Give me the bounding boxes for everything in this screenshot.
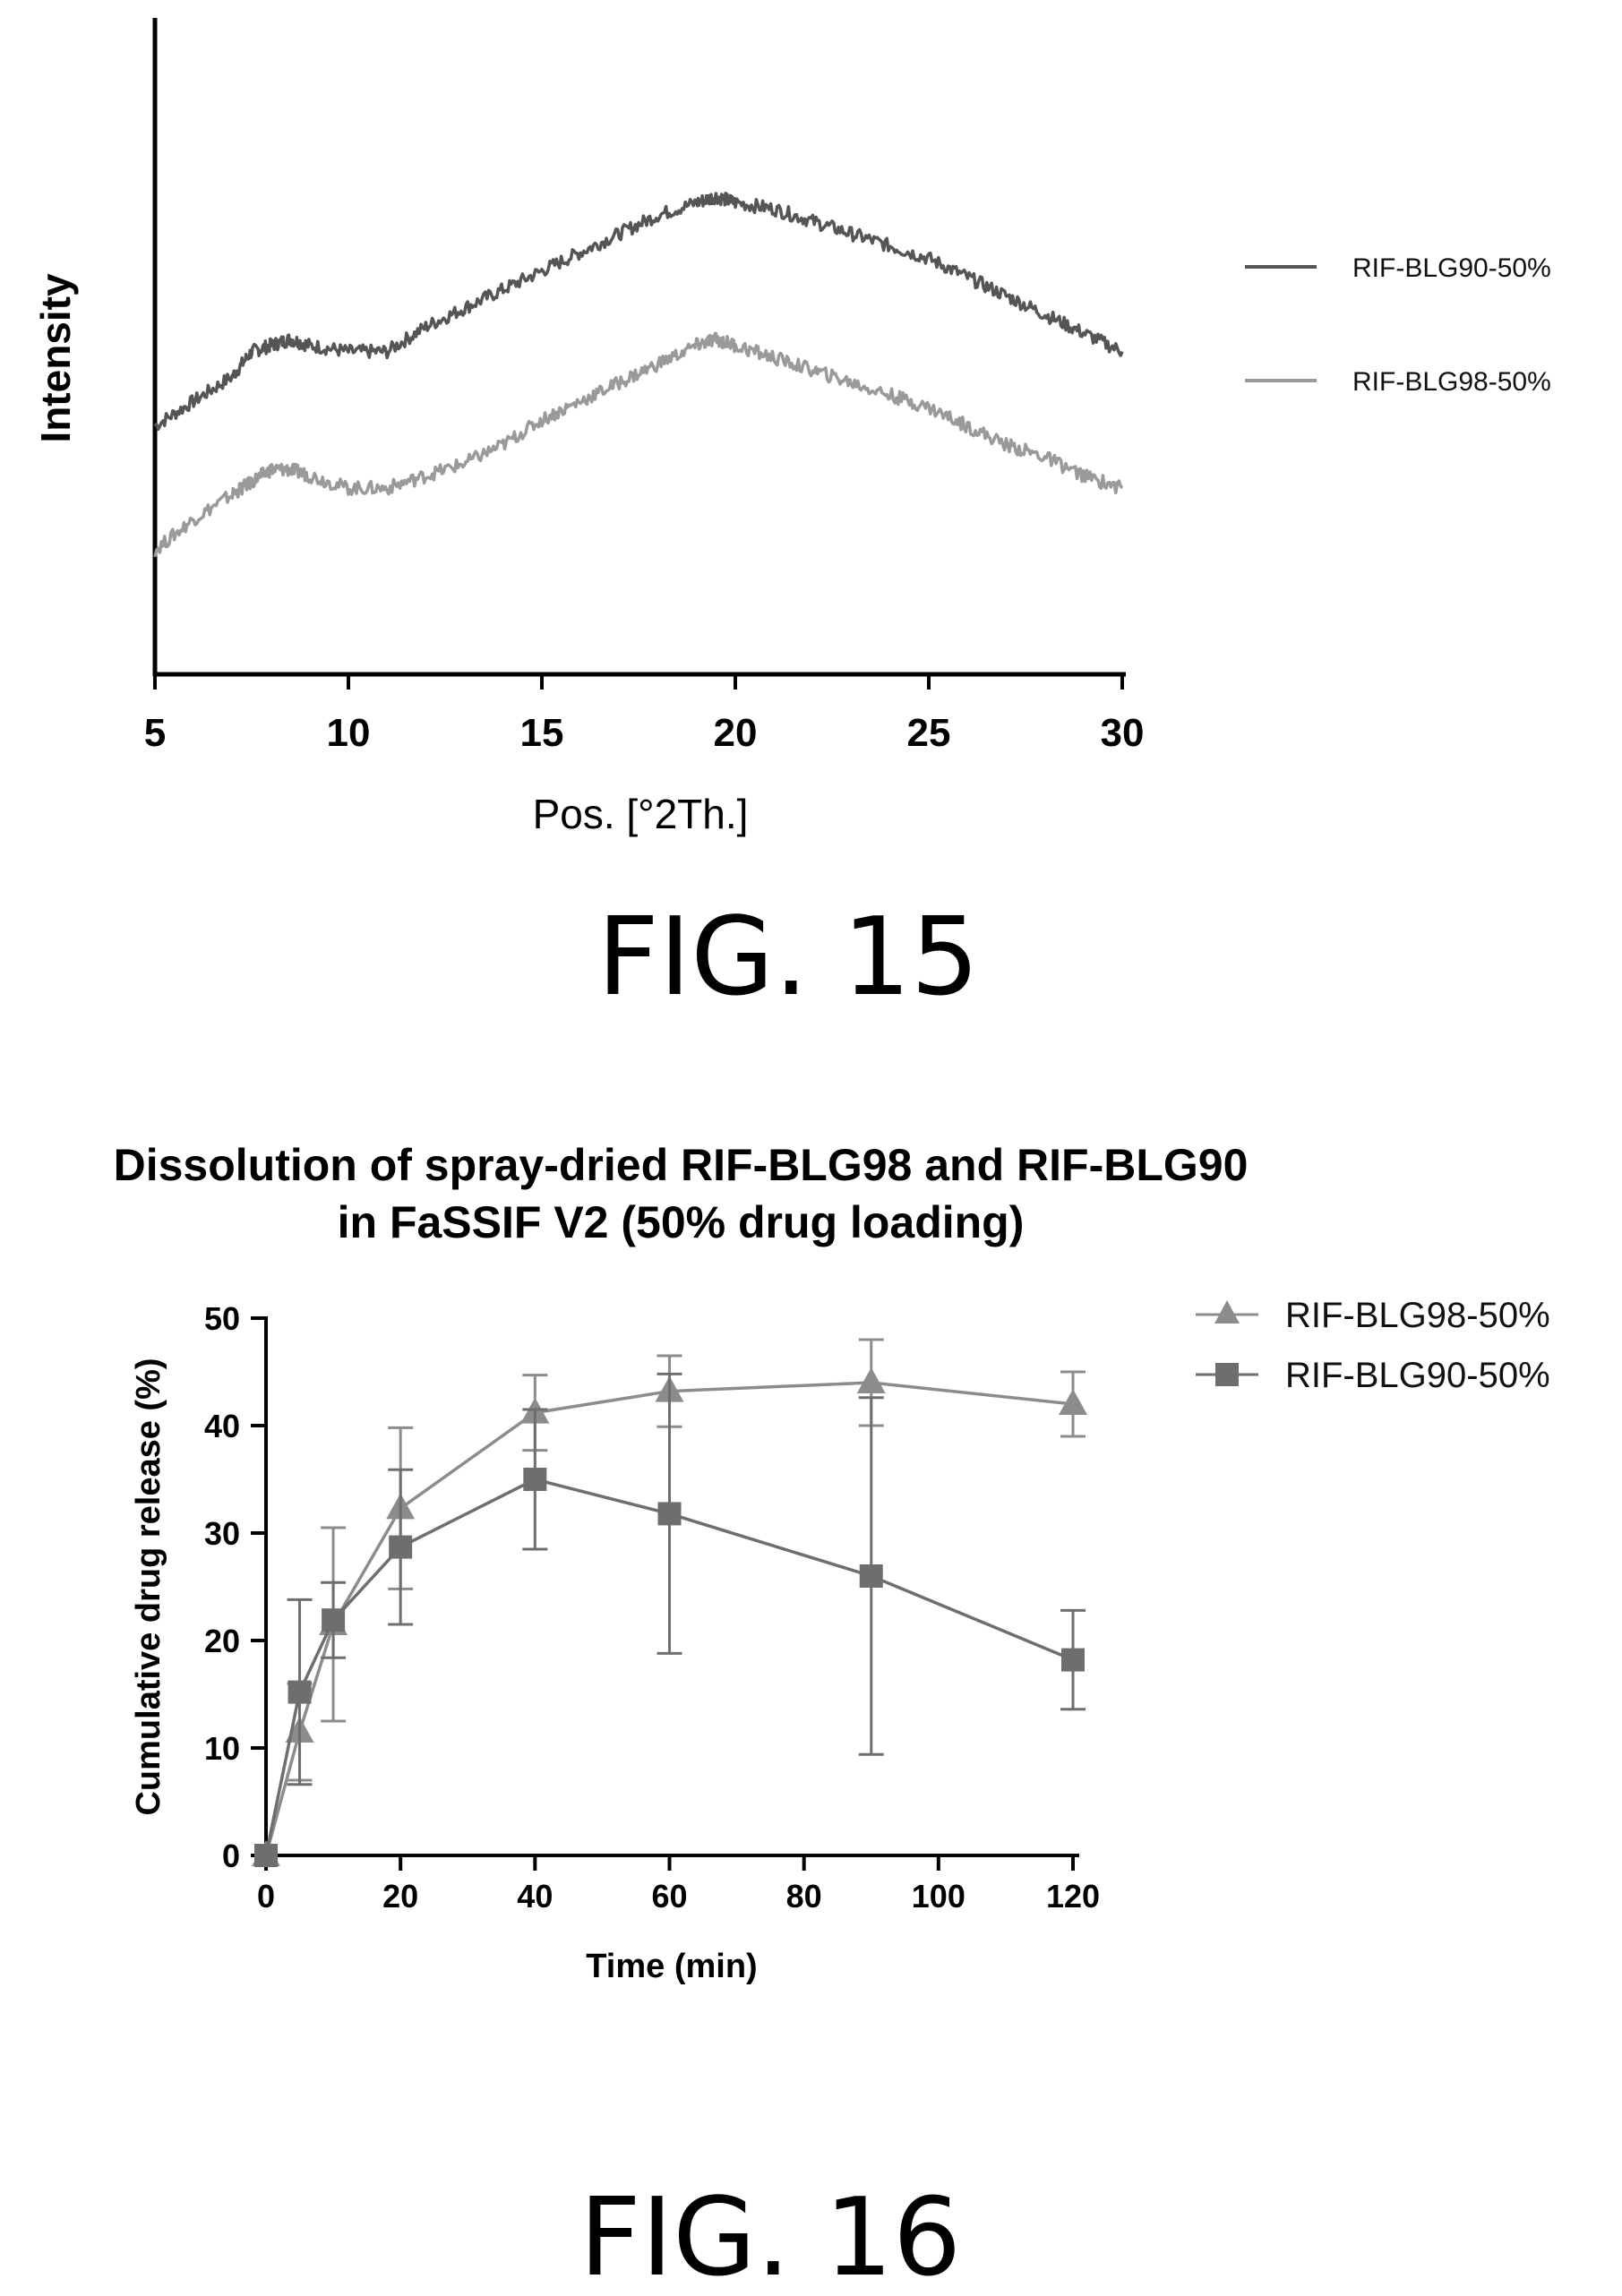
- fig16-point-blg90: [1061, 1648, 1085, 1672]
- fig16-y-tick-label: 10: [204, 1730, 240, 1767]
- fig16-legend-label-98: RIF-BLG98-50%: [1285, 1296, 1550, 1335]
- fig15-legend-label-90: RIF-BLG90-50%: [1352, 253, 1551, 283]
- fig15-x-ticks: 5 10 15 20 25 30: [144, 674, 1145, 755]
- fig16-chart: Dissolution of spray-dried RIF-BLG98 and…: [114, 1140, 1550, 1985]
- fig16-y-tick-label: 40: [204, 1408, 240, 1444]
- fig16-y-tick-label: 20: [204, 1623, 240, 1659]
- fig16-title-line1: Dissolution of spray-dried RIF-BLG98 and…: [114, 1140, 1249, 1190]
- fig16-y-ticks: 0 10 20 30 40 50: [204, 1300, 266, 1874]
- fig15-x-tick-label: 15: [520, 711, 564, 755]
- fig16-point-blg90: [322, 1608, 346, 1632]
- fig16-point-blg90: [859, 1564, 883, 1588]
- fig16-series-line-blg98: [264, 1381, 1074, 1856]
- fig16-legend-marker-90: [1215, 1363, 1239, 1386]
- fig16-x-tick-label: 80: [786, 1878, 822, 1915]
- fig15-label: FIG. 15: [597, 895, 979, 1020]
- fig16-x-tick-label: 0: [257, 1878, 275, 1915]
- fig16-x-axis-label: Time (min): [586, 1948, 757, 1985]
- fig15-series-line-blg98: [153, 331, 1124, 558]
- fig15-x-tick-label: 30: [1101, 711, 1145, 755]
- fig16-point-blg98: [856, 1367, 886, 1393]
- fig16-x-tick-label: 40: [517, 1878, 553, 1915]
- fig15-x-tick-label: 10: [327, 711, 371, 755]
- fig16-y-tick-label: 50: [204, 1300, 240, 1337]
- fig16-point-blg98: [1059, 1389, 1087, 1415]
- fig16-x-ticks: 0 20 40 60 80 100 120: [257, 1855, 1100, 1915]
- fig16-point-blg90: [523, 1468, 547, 1491]
- fig15-x-axis-label: Pos. [°2Th.]: [533, 791, 749, 837]
- fig15-series-lines: [153, 192, 1124, 558]
- fig16-point-blg90: [389, 1535, 413, 1559]
- fig16-x-tick-label: 20: [382, 1878, 418, 1915]
- fig16-legend-marker-98: [1214, 1300, 1240, 1324]
- fig16-point-blg90: [657, 1502, 682, 1526]
- fig16-legend-label-90: RIF-BLG90-50%: [1285, 1356, 1550, 1395]
- fig16-x-tick-label: 100: [912, 1878, 965, 1915]
- fig16-y-axis-label: Cumulative drug release (%): [130, 1358, 167, 1815]
- fig15-y-axis-label: Intensity: [32, 273, 79, 443]
- fig15-chart: 5 10 15 20 25 30 Intensity Pos. [°2Th.] RIF-B…: [32, 18, 1551, 837]
- fig15-x-tick-label: 5: [144, 711, 166, 755]
- fig15-x-tick-label: 20: [714, 711, 758, 755]
- fig16-legend: RIF-BLG98-50% RIF-BLG90-50%: [1196, 1296, 1550, 1395]
- fig15-series-line-blg90: [153, 192, 1124, 432]
- fig15-legend: RIF-BLG90-50% RIF-BLG98-50%: [1245, 253, 1551, 397]
- fig16-point-blg90: [254, 1844, 278, 1867]
- fig16-title-line2: in FaSSIF V2 (50% drug loading): [338, 1197, 1025, 1247]
- fig15-legend-label-98: RIF-BLG98-50%: [1352, 367, 1551, 397]
- fig16-y-tick-label: 0: [222, 1838, 240, 1874]
- fig16-point-blg90: [287, 1680, 312, 1704]
- fig16-series: [252, 1338, 1087, 1867]
- fig15-x-tick-label: 25: [907, 711, 951, 755]
- fig16-x-tick-label: 120: [1046, 1878, 1100, 1915]
- fig16-x-tick-label: 60: [651, 1878, 687, 1915]
- fig16-label: FIG. 16: [579, 2176, 961, 2296]
- fig16-y-tick-label: 30: [204, 1515, 240, 1552]
- fig16-series-line-blg90: [264, 1478, 1074, 1856]
